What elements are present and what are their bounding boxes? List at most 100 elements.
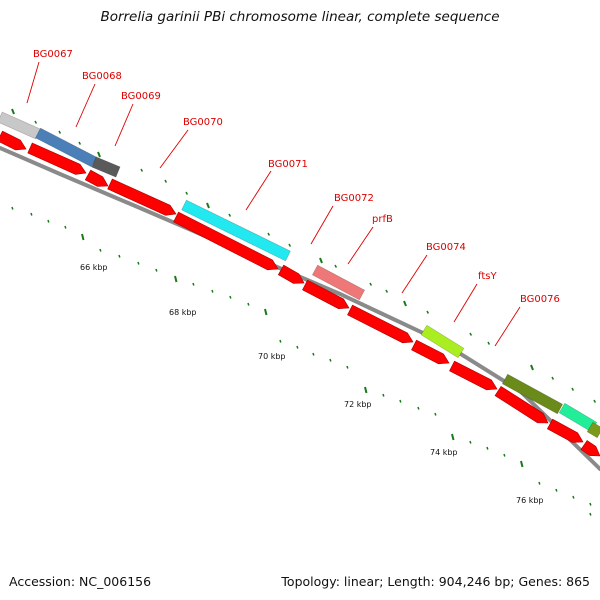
ruler-tick-10 — [174, 275, 178, 283]
ruler-tick-24 — [417, 406, 420, 410]
cds-arrow-6 — [277, 264, 305, 284]
ruler-tick-4 — [64, 225, 67, 229]
cds-arrow-3 — [84, 169, 109, 187]
ruler-tick-21 — [364, 386, 368, 394]
ruler-tick-11 — [192, 282, 195, 286]
ruler-tick-16 — [279, 339, 282, 343]
ruler-tick-13 — [229, 295, 232, 299]
cds-arrow-7 — [302, 279, 350, 310]
cds-arrow-8 — [347, 304, 414, 344]
upper-tick-1 — [11, 108, 15, 115]
upper-tick-19 — [469, 332, 473, 336]
ruler-tick-32 — [555, 488, 558, 492]
gene-leader-9 — [453, 283, 478, 323]
ruler-tick-8 — [137, 261, 140, 265]
ruler-label-5: 74 kbp — [430, 448, 458, 457]
upper-tick-14 — [334, 264, 338, 268]
feature-bar-9 — [586, 421, 600, 439]
upper-tick-7 — [164, 179, 168, 183]
ruler-tick-2 — [30, 212, 33, 216]
gene-label-bg0068: BG0068 — [82, 71, 122, 82]
upper-tick-3 — [58, 130, 62, 134]
cds-arrow-1 — [0, 130, 27, 151]
ruler-tick-30 — [520, 460, 524, 468]
gene-leader-5 — [245, 170, 272, 211]
feature-bar-7 — [501, 373, 564, 415]
upper-tick-2 — [34, 120, 38, 124]
cds-arrow-5 — [173, 211, 279, 271]
ruler-tick-18 — [312, 352, 315, 356]
ruler-tick-31 — [538, 481, 541, 485]
ruler-tick-22 — [382, 393, 385, 397]
cds-arrow-9 — [411, 339, 450, 365]
upper-tick-9 — [206, 202, 210, 209]
ruler-tick-1 — [11, 206, 14, 210]
cds-arrow-4 — [107, 178, 177, 216]
backbone-line — [0, 146, 600, 471]
upper-tick-12 — [288, 243, 292, 247]
upper-tick-17 — [403, 300, 407, 307]
ruler-tick-17 — [296, 345, 299, 349]
gene-label-bg0069: BG0069 — [121, 91, 161, 102]
upper-tick-23 — [571, 387, 575, 391]
upper-tick-11 — [267, 232, 271, 236]
ruler-tick-14 — [247, 302, 250, 306]
ruler-tick-27 — [469, 440, 472, 444]
gene-leader-8 — [401, 254, 428, 294]
upper-tick-22 — [551, 376, 555, 380]
ruler-label-2: 68 kbp — [169, 308, 197, 317]
upper-tick-5 — [97, 151, 101, 158]
gene-label-bg0071: BG0071 — [268, 159, 308, 170]
upper-tick-18 — [426, 310, 430, 314]
gene-label-bg0072: BG0072 — [334, 193, 374, 204]
ruler-tick-23 — [399, 399, 402, 403]
upper-tick-6 — [140, 168, 144, 172]
upper-tick-20 — [487, 341, 491, 345]
ruler-label-3: 70 kbp — [258, 352, 286, 361]
topology-text: Topology: linear; Length: 904,246 bp; Ge… — [281, 574, 590, 589]
upper-tick-8 — [185, 191, 189, 195]
map-title: Borrelia garinii PBi chromosome linear, … — [100, 9, 500, 25]
ruler-tick-34 — [589, 502, 592, 506]
ruler-tick-7 — [118, 254, 121, 258]
feature-bar-6 — [420, 324, 465, 359]
ruler-tick-5 — [81, 233, 85, 241]
upper-tick-10 — [228, 213, 232, 217]
cds-arrow-11 — [494, 385, 549, 424]
gene-leader-10 — [494, 306, 521, 347]
gene-label-bg0074: BG0074 — [426, 242, 466, 253]
gene-leader-7 — [347, 226, 374, 265]
ruler-tick-26 — [451, 433, 455, 441]
accession-text: Accession: NC_006156 — [9, 574, 152, 589]
feature-bar-4 — [181, 199, 291, 262]
gene-leader-3 — [114, 103, 134, 147]
ruler-tick-15 — [264, 308, 268, 316]
ruler-tick-25 — [434, 412, 437, 416]
upper-tick-16 — [385, 289, 389, 293]
ruler-tick-12 — [211, 289, 214, 293]
gene-leader-6 — [310, 205, 334, 245]
feature-bar-3 — [91, 156, 121, 178]
ruler-tick-6 — [99, 248, 102, 252]
ruler-tick-35 — [589, 512, 592, 516]
feature-bar-8 — [558, 402, 598, 433]
gene-label-bg0076: BG0076 — [520, 294, 560, 305]
ruler-tick-29 — [503, 453, 506, 457]
gene-label-ftsy: ftsY — [478, 271, 497, 282]
cds-arrow-2 — [27, 142, 87, 175]
feature-bar-5 — [311, 264, 366, 301]
upper-tick-13 — [319, 257, 323, 264]
ruler-tick-19 — [329, 358, 332, 362]
upper-tick-24 — [593, 399, 597, 403]
gene-label-bg0067: BG0067 — [33, 49, 73, 60]
ruler-label-1: 66 kbp — [80, 263, 108, 272]
gene-leader-2 — [75, 83, 96, 128]
ruler-tick-20 — [346, 365, 349, 369]
cds-arrow-12 — [546, 418, 584, 443]
ruler-tick-3 — [47, 219, 50, 223]
gene-leader-4 — [159, 129, 189, 169]
gene-label-prfb: prfB — [372, 214, 393, 225]
cds-arrow-13 — [580, 440, 600, 457]
cds-arrow-10 — [449, 360, 498, 391]
